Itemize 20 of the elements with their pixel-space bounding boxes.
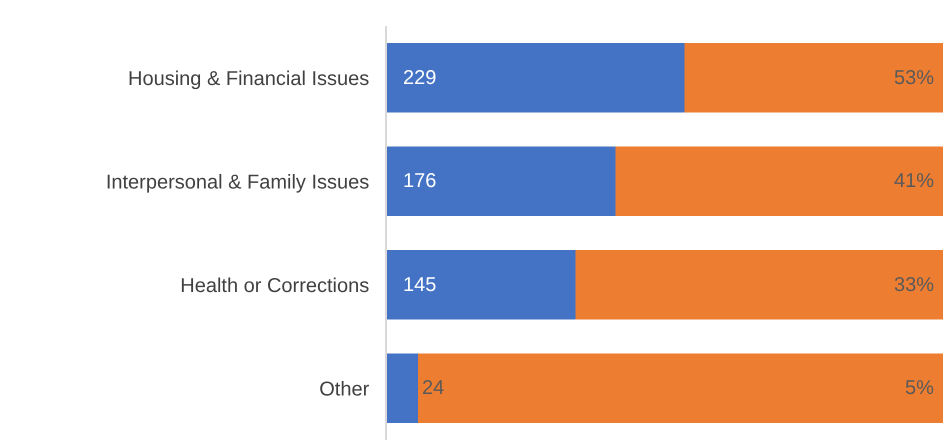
bar	[387, 250, 576, 320]
bar	[387, 354, 418, 423]
data-label: 24	[422, 377, 444, 399]
bar	[387, 146, 616, 216]
y-tick-label: Interpersonal & Family Issues	[106, 171, 370, 194]
bar	[684, 43, 943, 112]
bar	[418, 354, 943, 423]
annotation: 41%	[894, 170, 934, 192]
annotation: 5%	[905, 377, 934, 399]
y-tick-label: Other	[319, 378, 370, 400]
data-label: 176	[403, 170, 436, 192]
bar	[616, 146, 943, 216]
bar	[575, 250, 943, 320]
data-label: 229	[403, 67, 436, 89]
annotation: 53%	[894, 67, 934, 89]
y-tick-label: Housing & Financial Issues	[128, 68, 370, 90]
bar	[387, 43, 684, 112]
annotation: 33%	[894, 274, 934, 296]
data-label: 145	[403, 274, 436, 296]
y-tick-label: Health or Corrections	[180, 274, 370, 297]
